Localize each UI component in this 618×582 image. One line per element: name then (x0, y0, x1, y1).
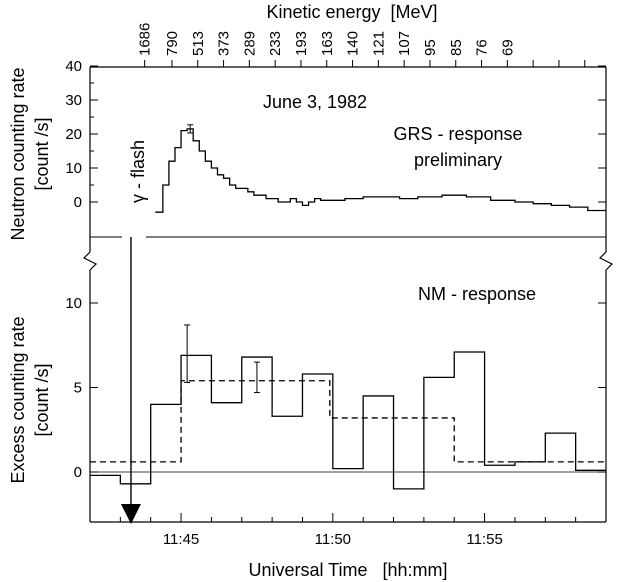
excess-y-tick-label: 10 (65, 295, 82, 312)
excess-y-ticks: 0 5 10 (65, 295, 606, 481)
top-axis-tick-label: 163 (319, 31, 336, 56)
top-axis-tick-label: 513 (190, 31, 207, 56)
neutron-response-series (155, 128, 606, 213)
excess-y-title-line1: Excess counting rate (8, 316, 28, 483)
excess-y-tick-label: 0 (74, 464, 82, 481)
top-axis-tick-label: 233 (267, 31, 284, 56)
top-axis-title: Kinetic energy [MeV] (266, 2, 437, 22)
x-tick-label: 11:55 (466, 531, 502, 548)
neutron-y-tick-label: 10 (65, 160, 82, 177)
excess-series (90, 351, 606, 490)
top-axis-tick-label: 140 (345, 31, 362, 56)
neutron-y-title-line2: [count /s] (32, 117, 52, 190)
gamma-flash-marker: γ - flash (120, 140, 148, 524)
top-axis: 1686 790 513 373 289 233 193 163 140 121 107 95 85 76… (137, 23, 586, 67)
top-axis-tick-label: 85 (448, 39, 465, 56)
neutron-panel: 0 10 20 30 40 June 3, 1982 GRS - response pr… (65, 58, 606, 213)
top-axis-tick-label: 69 (499, 39, 516, 56)
top-axis-tick-label: 289 (241, 31, 258, 56)
nm-response-series (90, 351, 606, 490)
neutron-y-tick-label: 20 (65, 126, 82, 143)
x-tick-label: 11:50 (315, 531, 351, 548)
top-axis-tick-label: 373 (216, 31, 233, 56)
neutron-y-tick-label: 30 (65, 92, 82, 109)
neutron-y-ticks: 0 10 20 30 40 (65, 58, 606, 211)
neutron-y-tick-label: 40 (65, 58, 82, 75)
frame (82, 66, 614, 523)
neutron-y-tick-label: 0 (74, 194, 82, 211)
neutron-error-bars (187, 124, 194, 134)
excess-panel: 0 5 10 NM - response (65, 284, 606, 490)
grs-label: GRS - response (393, 124, 522, 144)
top-axis-tick-label: 121 (370, 31, 387, 56)
excess-error-bars (184, 324, 260, 394)
top-axis-tick-label: 790 (164, 31, 181, 56)
excess-y-title-line2: [count /s] (32, 363, 52, 436)
x-axis: 11:45 11:50 11:55 (89, 513, 607, 548)
neutron-y-title: Neutron counting rate [count /s] (8, 67, 52, 240)
x-tick-label: 11:45 (163, 531, 199, 548)
nm-average-dashed-series (90, 380, 606, 463)
top-axis-tick-label: 1686 (137, 23, 154, 56)
gamma-flash-label: γ - flash (128, 140, 148, 203)
gamma-flash-arrowhead (120, 504, 141, 524)
top-axis-tick-label: 95 (422, 39, 439, 56)
top-axis-tick-label: 107 (396, 31, 413, 56)
neutron-y-title-line1: Neutron counting rate (8, 67, 28, 240)
axis-break-left (82, 251, 98, 271)
top-axis-tick-label: 193 (293, 31, 310, 56)
axis-break-right (598, 251, 614, 271)
preliminary-label: preliminary (414, 150, 502, 170)
excess-y-title: Excess counting rate [count /s] (8, 316, 52, 483)
neutron-series (155, 128, 606, 213)
x-axis-title: Universal Time [hh:mm] (248, 560, 447, 580)
date-annotation: June 3, 1982 (263, 92, 367, 112)
excess-y-tick-label: 5 (74, 380, 82, 397)
nm-label: NM - response (418, 284, 536, 304)
top-axis-tick-label: 76 (474, 39, 491, 56)
